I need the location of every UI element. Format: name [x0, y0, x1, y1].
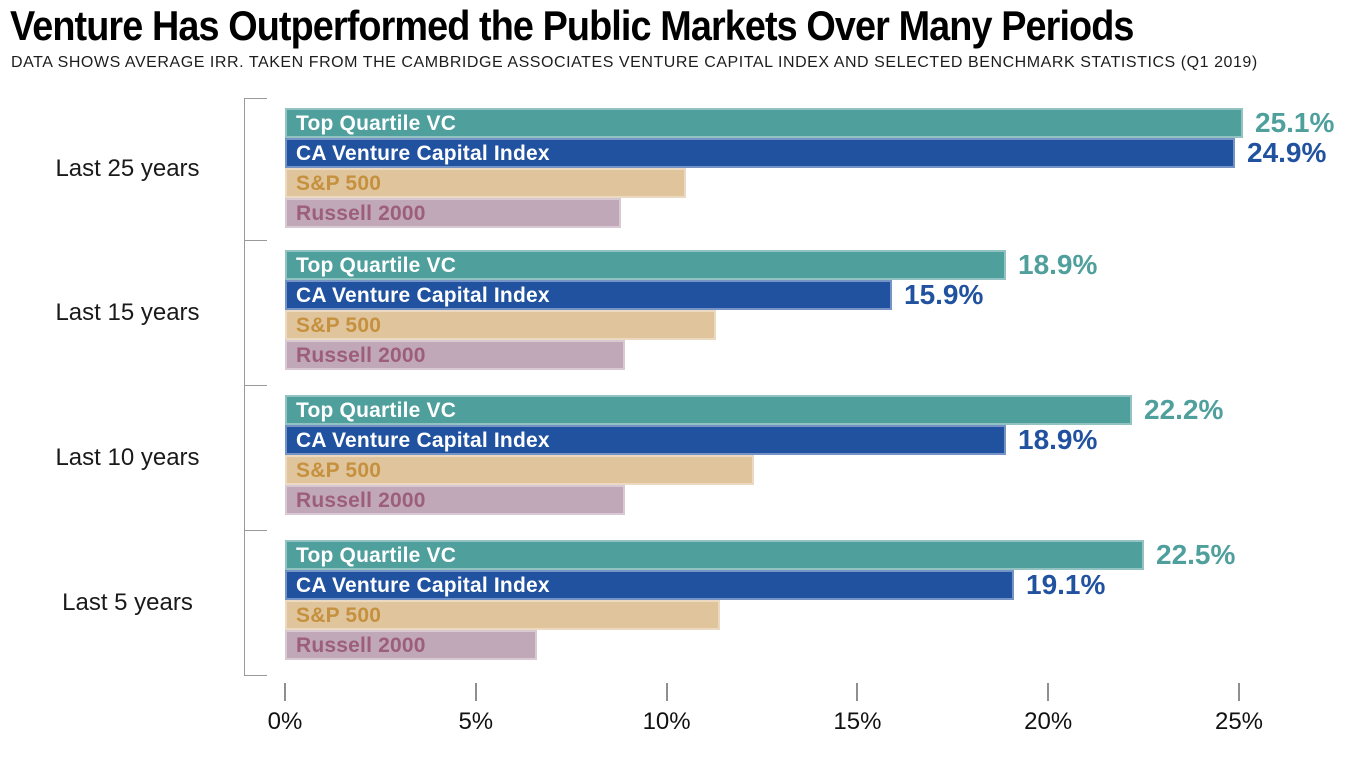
bar: S&P 500 [285, 168, 686, 198]
bar-series-label: Russell 2000 [296, 633, 426, 657]
bar: Top Quartile VC [285, 250, 1006, 280]
bar-value-label: 18.9% [1018, 249, 1098, 280]
group-bracket-tick [244, 240, 267, 241]
bar: Russell 2000 [285, 485, 625, 515]
bar: CA Venture Capital Index [285, 138, 1235, 168]
bar: Top Quartile VC [285, 540, 1144, 570]
bar-value-label: 22.5% [1156, 539, 1236, 570]
bar-series-label: CA Venture Capital Index [296, 428, 550, 452]
bar-series-label: Russell 2000 [296, 488, 426, 512]
bar-value-label: 15.9% [904, 279, 984, 310]
x-axis-tick [1047, 683, 1050, 701]
x-axis-tick-label: 10% [642, 708, 691, 735]
bar: CA Venture Capital Index [285, 280, 892, 310]
bar: S&P 500 [285, 310, 716, 340]
bar-value-label: 18.9% [1018, 424, 1098, 455]
group-bracket-line [244, 98, 245, 675]
bar-series-label: Top Quartile VC [296, 543, 457, 567]
bar-series-label: CA Venture Capital Index [296, 283, 550, 307]
group-bracket-tick [244, 385, 267, 386]
bar: Top Quartile VC [285, 395, 1132, 425]
group-bracket-tick [244, 98, 267, 99]
bar: S&P 500 [285, 455, 754, 485]
group-bracket-tick [244, 675, 267, 676]
bar-series-label: Top Quartile VC [296, 253, 457, 277]
bar-series-label: S&P 500 [296, 313, 382, 337]
bar-value-label: 24.9% [1247, 137, 1327, 168]
bar-series-label: Top Quartile VC [296, 398, 457, 422]
bar: Top Quartile VC [285, 108, 1243, 138]
x-axis-tick [856, 683, 859, 701]
bar-series-label: S&P 500 [296, 603, 382, 627]
bar-series-label: CA Venture Capital Index [296, 573, 550, 597]
x-axis-tick-label: 15% [833, 708, 882, 735]
x-axis-tick [665, 683, 668, 701]
bar-series-label: CA Venture Capital Index [296, 141, 550, 165]
x-axis-tick-label: 5% [458, 708, 494, 735]
bar-series-label: Top Quartile VC [296, 111, 457, 135]
x-axis-tick [474, 683, 477, 701]
bar-series-label: Russell 2000 [296, 201, 426, 225]
x-axis-tick [1238, 683, 1240, 701]
bar-value-label: 19.1% [1026, 569, 1106, 600]
bar: S&P 500 [285, 600, 720, 630]
x-axis-tick-label: 20% [1024, 708, 1073, 735]
x-axis-tick-label: 0% [267, 708, 303, 735]
x-axis-tick [284, 683, 286, 701]
bar-value-label: 22.2% [1144, 394, 1224, 425]
bar-series-label: S&P 500 [296, 171, 382, 195]
x-axis-tick-label: 25% [1214, 708, 1264, 735]
group-label: Last 10 years [55, 443, 200, 471]
bar: CA Venture Capital Index [285, 570, 1014, 600]
bar: Russell 2000 [285, 630, 537, 660]
bar: Russell 2000 [285, 198, 621, 228]
group-label: Last 15 years [55, 298, 200, 326]
bar-series-label: Russell 2000 [296, 343, 426, 367]
bar: Russell 2000 [285, 340, 625, 370]
chart-subtitle: DATA SHOWS AVERAGE IRR. TAKEN FROM THE C… [11, 54, 1258, 71]
group-label: Last 5 years [62, 588, 193, 616]
bar: CA Venture Capital Index [285, 425, 1006, 455]
bar-series-label: S&P 500 [296, 458, 382, 482]
group-label: Last 25 years [55, 155, 200, 182]
bar-value-label: 25.1% [1255, 107, 1335, 138]
chart-title: Venture Has Outperformed the Public Mark… [10, 2, 1134, 49]
group-bracket-tick [244, 530, 267, 531]
